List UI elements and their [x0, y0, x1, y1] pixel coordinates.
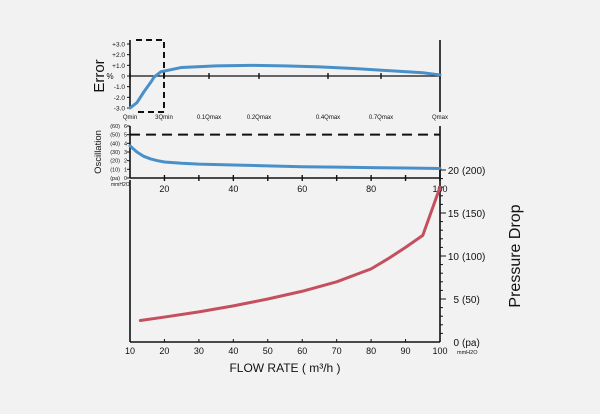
error-y-tick-label: +1.0	[112, 63, 125, 70]
oscillation-unit-label: mmH2O	[111, 182, 130, 188]
oscillation-y-pa-label: (40)	[110, 141, 120, 147]
pressure-y-tick-label: 15	[448, 209, 460, 220]
pressure-x-tick-label: 30	[194, 346, 204, 356]
oscillation-y-tick-label: 0	[124, 176, 127, 182]
pressure-y-tick-label: 10	[448, 252, 460, 263]
oscillation-y-tick-label: 4	[124, 141, 127, 147]
error-x-tick-label: 0.1Qmax	[197, 115, 221, 121]
oscillation-y-tick-label: 5	[124, 133, 127, 139]
error-x-tick-label: Qmin	[123, 115, 137, 121]
error-x-tick-label: 0.7Qmax	[369, 115, 393, 121]
pressure-x-tick-label: 80	[366, 346, 376, 356]
pressure-x-tick-label: 70	[332, 346, 342, 356]
oscillation-y-tick-label: 2	[124, 159, 127, 165]
x-axis-title: FLOW RATE ( m³/h )	[229, 361, 340, 375]
oscillation-curve	[128, 144, 442, 170]
oscillation-x-tick-label: 20	[159, 184, 169, 194]
oscillation-panel: 6 (60) 5 (50) 4 (40) 3 (30) 2 (20) 1 (10) 0 (pa)mmH2O…	[93, 124, 448, 194]
pressure-unit-label: mmH2O	[457, 350, 478, 356]
pressure-y-pa-label: (150)	[462, 209, 485, 220]
qmin-region-dashed-box	[136, 39, 165, 113]
oscillation-axis-title: Oscillation	[93, 130, 104, 174]
oscillation-y-pa-label: (pa)	[110, 176, 120, 182]
error-axis-title: Error	[91, 59, 108, 92]
oscillation-y-pa-label: (30)	[110, 150, 120, 156]
pressure-y-pa-label: (200)	[462, 166, 485, 177]
error-y-tick-label: -3.0	[114, 106, 126, 113]
error-unit-label: %	[106, 72, 113, 81]
pressure-x-tick-label: 40	[228, 346, 238, 356]
oscillation-x-tick-label: 80	[366, 184, 376, 194]
error-panel: +3.0 +2.0 +1.0 0 -1.0 -2.0 -3.0%Error Qmin 3Qmin…	[91, 39, 448, 121]
error-curve	[128, 63, 442, 110]
error-x-tick-label: 3Qmin	[155, 115, 173, 121]
oscillation-y-pa-label: (20)	[110, 159, 120, 165]
pressure-y-tick-label: 0	[453, 338, 459, 349]
pressure-x-tick-label: 20	[159, 346, 169, 356]
pressure-y-tick-label: 20	[448, 166, 460, 177]
error-x-tick-label: 0.4Qmax	[316, 115, 340, 121]
oscillation-y-tick-label: 6	[124, 124, 127, 130]
error-x-tick-label: 0.2Qmax	[247, 115, 271, 121]
oscillation-y-pa-label: (60)	[110, 124, 120, 130]
oscillation-x-tick-label: 40	[228, 184, 238, 194]
pressure-x-tick-label: 60	[297, 346, 307, 356]
pressure-drop-panel: 20 (200)15 (150)10 (100)5 (50)0 (pa)mmH2OPres…	[125, 166, 524, 375]
pressure-x-tick-label: 50	[263, 346, 273, 356]
error-y-tick-label: -2.0	[114, 95, 126, 102]
pressure-y-tick-label: 5	[453, 295, 459, 306]
error-y-tick-label: -1.0	[114, 84, 126, 91]
pressure-y-pa-label: (50)	[462, 295, 480, 306]
pressure-y-pa-label: (100)	[462, 252, 485, 263]
oscillation-y-pa-label: (50)	[110, 133, 120, 139]
oscillation-y-tick-label: 1	[124, 167, 127, 173]
error-y-tick-label: +3.0	[112, 42, 125, 49]
error-y-tick-label: +2.0	[112, 52, 125, 59]
oscillation-y-pa-label: (10)	[110, 167, 120, 173]
pressure-axis-title: Pressure Drop	[507, 204, 524, 307]
oscillation-y-tick-label: 3	[124, 150, 127, 156]
error-x-tick-label: Qmax	[432, 115, 448, 121]
pressure-y-pa-label: (pa)	[462, 338, 480, 349]
pressure-x-tick-label: 100	[432, 346, 447, 356]
oscillation-x-tick-label: 60	[297, 184, 307, 194]
error-y-tick-label: 0	[121, 74, 125, 81]
pressure-x-tick-label: 90	[401, 346, 411, 356]
pressure-x-tick-label: 10	[125, 346, 135, 356]
pressure-drop-curve	[138, 185, 442, 322]
